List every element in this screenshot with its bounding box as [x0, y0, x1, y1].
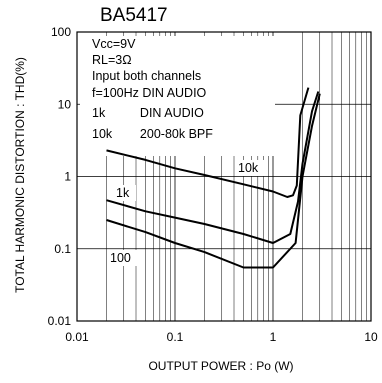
series-label-1k: 1k: [116, 186, 130, 200]
condition-note: Input both channels: [92, 69, 201, 83]
condition-note: 10k 200-80k BPF: [92, 127, 213, 141]
series-line-100: [106, 93, 321, 269]
chart-title: BA5417: [100, 5, 168, 26]
condition-note: Vcc=9V: [92, 37, 136, 51]
y-axis-label: TOTAL HARMONIC DISTORTION : THD(%): [13, 57, 27, 293]
series-label-background: [235, 160, 266, 176]
series-label-10k: 10k: [238, 161, 259, 175]
x-axis-label: OUTPUT POWER : Po (W): [148, 359, 293, 373]
y-tick-label: 0.01: [48, 314, 72, 328]
series-label-background: [107, 250, 138, 266]
y-tick-label: 1: [64, 170, 71, 184]
x-tick-label: 0.1: [167, 330, 184, 344]
y-tick-label: 0.1: [54, 242, 71, 256]
y-tick-label: 100: [51, 25, 71, 39]
condition-note: f=100Hz DIN AUDIO: [92, 86, 207, 100]
series-label-background: [113, 185, 136, 201]
condition-note: 1k DIN AUDIO: [92, 106, 204, 120]
plot-area: 0.01 0.1 1 10 0.01 0.1 1 10 100 Vcc=9V RL=3Ω Input …: [48, 25, 378, 344]
series-label-100: 100: [110, 251, 131, 265]
y-tick-label: 10: [58, 97, 72, 111]
x-tick-label: 0.01: [65, 330, 89, 344]
x-tick-label: 10: [364, 330, 378, 344]
condition-note: RL=3Ω: [92, 53, 132, 67]
series-line-10k: [106, 87, 310, 198]
conditions-background: [80, 36, 275, 156]
plot-frame: [76, 31, 372, 322]
x-tick-label: 1: [270, 330, 277, 344]
series-line-1k: [106, 91, 320, 244]
